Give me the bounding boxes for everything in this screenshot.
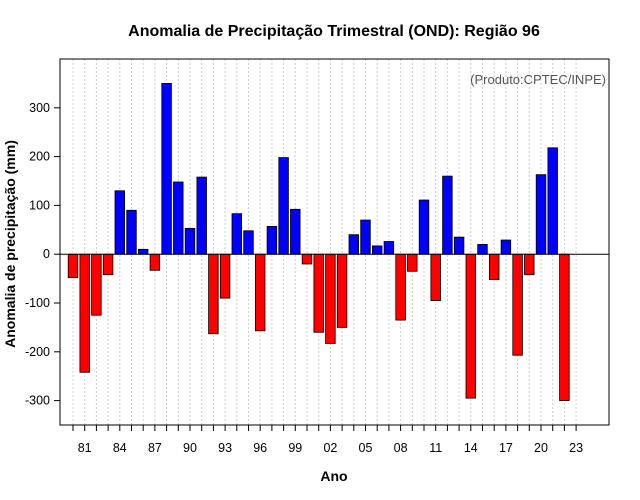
bar-2022 — [559, 253, 570, 401]
y-tick-label: 300 — [29, 101, 50, 115]
bar-1987 — [149, 253, 161, 271]
bar-2019 — [524, 253, 535, 276]
bar-2009 — [407, 253, 418, 272]
y-tick-label: -200 — [25, 345, 50, 359]
x-tick-label: 23 — [569, 441, 583, 455]
bar-2003 — [336, 253, 348, 328]
x-tick-label: 20 — [534, 441, 548, 455]
bar-1982 — [91, 253, 102, 316]
x-tick-label: 90 — [183, 441, 197, 455]
bar-2014 — [465, 253, 477, 399]
x-tick-label: 99 — [288, 441, 302, 455]
x-axis: 81 84 87 90 93 96 99 02 05 08 11 14 17 20 23 — [72, 425, 583, 455]
bar-1985 — [126, 209, 137, 255]
y-tick-label: -100 — [25, 296, 50, 310]
bar-2001 — [313, 253, 324, 333]
bar-2020 — [535, 174, 547, 255]
bar-1981 — [79, 253, 90, 373]
bar-2015 — [477, 244, 488, 255]
x-axis-label: Ano — [320, 468, 347, 484]
bar-2013 — [453, 236, 465, 255]
x-tick-label: 14 — [464, 441, 478, 455]
bar-2000 — [301, 253, 313, 265]
bar-2002 — [325, 253, 336, 344]
y-tick-label: 100 — [29, 198, 50, 212]
bar-1999 — [290, 208, 301, 255]
bar-2008 — [395, 253, 406, 321]
x-tick-label: 96 — [253, 441, 267, 455]
grid-lines — [72, 59, 577, 425]
x-tick-label: 87 — [148, 441, 162, 455]
bar-1991 — [196, 176, 207, 255]
bar-2005 — [360, 219, 371, 255]
bar-1992 — [208, 253, 219, 335]
bar-1984 — [114, 190, 126, 255]
bar-2018 — [512, 253, 523, 356]
bars — [67, 83, 570, 401]
bar-1980 — [67, 253, 79, 279]
x-tick-label: 02 — [323, 441, 337, 455]
bar-1989 — [173, 181, 184, 255]
x-tick-label: 11 — [429, 441, 442, 455]
bar-1995 — [243, 230, 254, 255]
bar-1994 — [231, 213, 243, 255]
chart-title: Anomalia de Precipitação Trimestral (OND… — [128, 23, 540, 40]
bar-1986 — [137, 248, 149, 255]
bar-1996 — [254, 253, 266, 332]
plot-frame — [59, 58, 610, 426]
bar-2016 — [488, 253, 500, 280]
bar-1988 — [161, 83, 172, 255]
y-tick-label: 200 — [29, 150, 50, 164]
bar-2004 — [348, 234, 360, 255]
bar-2007 — [383, 241, 395, 255]
bar-1997 — [266, 225, 278, 255]
bar-2021 — [547, 147, 558, 255]
x-tick-label: 84 — [113, 441, 127, 455]
x-tick-label: 17 — [499, 441, 513, 455]
y-axis-label: Anomalia de precipitação (mm) — [2, 140, 18, 348]
bar-2006 — [371, 245, 383, 255]
x-tick-label: 05 — [359, 441, 373, 455]
credit-label: (Produto:CPTEC/INPE) — [470, 72, 606, 87]
x-tick-label: 08 — [394, 441, 408, 455]
bar-1998 — [278, 157, 289, 255]
bar-2017 — [500, 239, 512, 255]
x-tick-label: 93 — [218, 441, 232, 455]
bar-1983 — [102, 253, 114, 276]
bar-2011 — [430, 253, 441, 301]
bar-1993 — [219, 253, 231, 299]
y-tick-label: -300 — [25, 394, 50, 408]
bar-2010 — [418, 199, 430, 255]
y-axis: -300 -200 -100 0 100 200 300 — [25, 101, 60, 408]
x-tick-label: 81 — [78, 441, 92, 455]
bar-1990 — [184, 227, 196, 255]
bar-2012 — [442, 175, 453, 255]
y-tick-label: 0 — [43, 247, 50, 261]
